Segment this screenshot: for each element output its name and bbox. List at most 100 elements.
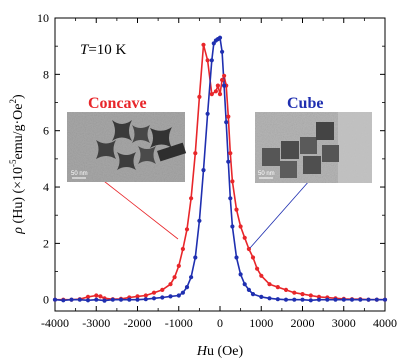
data-point-cube	[217, 35, 223, 40]
x-tick-label: -1000	[165, 316, 193, 330]
data-point-cube	[201, 168, 206, 173]
data-point-cube	[211, 41, 216, 46]
y-axis-title-close: )	[11, 94, 26, 99]
data-point-concave	[94, 293, 99, 298]
x-axis-title-unit: (Oe)	[214, 344, 243, 359]
series-label-cube: Cube	[287, 95, 323, 112]
y-axis-title: ρ (Hu) (×10-5emu/g·Oe2)	[8, 94, 26, 235]
data-point-cube	[209, 58, 214, 63]
cube-leader-line	[249, 179, 311, 249]
y-tick-label: 0	[43, 293, 49, 307]
data-point-concave	[201, 42, 206, 47]
data-point-concave	[168, 282, 173, 287]
data-point-cube	[61, 298, 66, 303]
concave-particle	[117, 152, 136, 170]
x-tick-label: 2000	[291, 316, 315, 330]
data-point-cube	[77, 297, 82, 302]
data-point-cube	[325, 297, 330, 302]
x-axis-title-symbol: H	[196, 344, 208, 359]
data-point-concave	[213, 89, 218, 94]
x-tick-label: -4000	[41, 316, 69, 330]
cube-particle	[303, 156, 321, 174]
data-point-concave	[267, 282, 272, 287]
data-point-cube	[52, 297, 58, 302]
concave-particle	[150, 127, 172, 148]
data-point-cube	[259, 294, 264, 299]
series-points	[52, 35, 388, 303]
data-point-cube	[143, 297, 148, 302]
concave-rod	[157, 142, 187, 162]
data-point-concave	[308, 293, 313, 298]
axis-ticks	[54, 17, 386, 311]
concave-particle	[132, 125, 150, 143]
data-point-cube	[197, 218, 202, 223]
data-point-cube	[226, 159, 231, 164]
data-point-concave	[193, 151, 198, 156]
concave-inset-image: 50 nm	[67, 112, 187, 182]
concave-particle	[112, 120, 132, 141]
data-point-cube	[118, 297, 124, 302]
y-tick-label: 2	[43, 236, 49, 250]
cube-particle	[281, 141, 299, 159]
data-point-cube	[234, 255, 239, 260]
data-point-cube	[300, 297, 305, 302]
data-point-cube	[341, 297, 346, 302]
data-point-cube	[382, 297, 388, 302]
x-axis-title: Hu (Oe)	[196, 344, 244, 359]
data-point-cube	[316, 297, 322, 302]
data-point-concave	[234, 207, 239, 212]
x-tick-label: 3000	[332, 316, 356, 330]
data-point-cube	[333, 297, 338, 302]
data-point-cube	[102, 298, 107, 303]
data-point-concave	[189, 196, 194, 201]
data-point-cube	[205, 111, 210, 116]
data-point-cube	[366, 297, 371, 302]
y-axis-title-symbol: ρ	[11, 227, 26, 235]
data-point-cube	[189, 275, 194, 280]
data-point-cube	[176, 293, 181, 298]
data-point-concave	[205, 58, 210, 63]
data-point-concave	[176, 263, 181, 268]
temperature-symbol: T	[80, 42, 90, 58]
data-point-cube	[242, 282, 247, 287]
series-label-concave: Concave	[88, 95, 147, 112]
data-point-concave	[228, 151, 233, 156]
data-point-cube	[308, 298, 313, 303]
y-axis-title-square: 2	[8, 99, 18, 104]
data-point-concave	[226, 114, 231, 119]
data-point-concave	[292, 290, 297, 295]
data-point-concave	[135, 294, 140, 299]
temperature-annotation: T=10 K	[80, 42, 127, 58]
data-point-cube	[228, 196, 233, 201]
data-point-concave	[222, 73, 227, 78]
x-tick-labels: -4000 -3000 -2000 -1000 0 1000 2000 3000 4000	[41, 316, 397, 330]
data-point-cube	[220, 49, 225, 54]
cube-particle	[316, 122, 334, 140]
data-point-cube	[283, 297, 289, 302]
data-point-concave	[250, 255, 256, 260]
data-point-cube	[69, 297, 74, 302]
data-point-concave	[209, 92, 214, 97]
y-axis-title-arg: (Hu)	[11, 197, 26, 227]
data-point-concave	[238, 224, 243, 229]
data-point-concave	[275, 285, 280, 290]
cube-particle	[322, 145, 339, 162]
data-point-cube	[267, 296, 272, 301]
data-point-concave	[242, 235, 247, 240]
y-axis-title-unit-tail: emu/g·Oe	[11, 103, 26, 159]
x-tick-label: 0	[217, 316, 223, 330]
data-point-cube	[246, 287, 251, 292]
data-point-cube	[358, 297, 363, 302]
data-point-cube	[151, 296, 157, 301]
data-point-cube	[160, 295, 165, 300]
cube-scale-label: 50 nm	[258, 171, 275, 177]
data-point-cube	[85, 298, 91, 303]
concave-particle	[96, 140, 116, 159]
data-point-cube	[184, 285, 190, 290]
data-point-cube	[230, 224, 235, 229]
data-point-concave	[172, 275, 177, 280]
data-point-concave	[220, 77, 225, 83]
data-point-concave	[98, 294, 103, 299]
data-point-cube	[238, 272, 243, 277]
